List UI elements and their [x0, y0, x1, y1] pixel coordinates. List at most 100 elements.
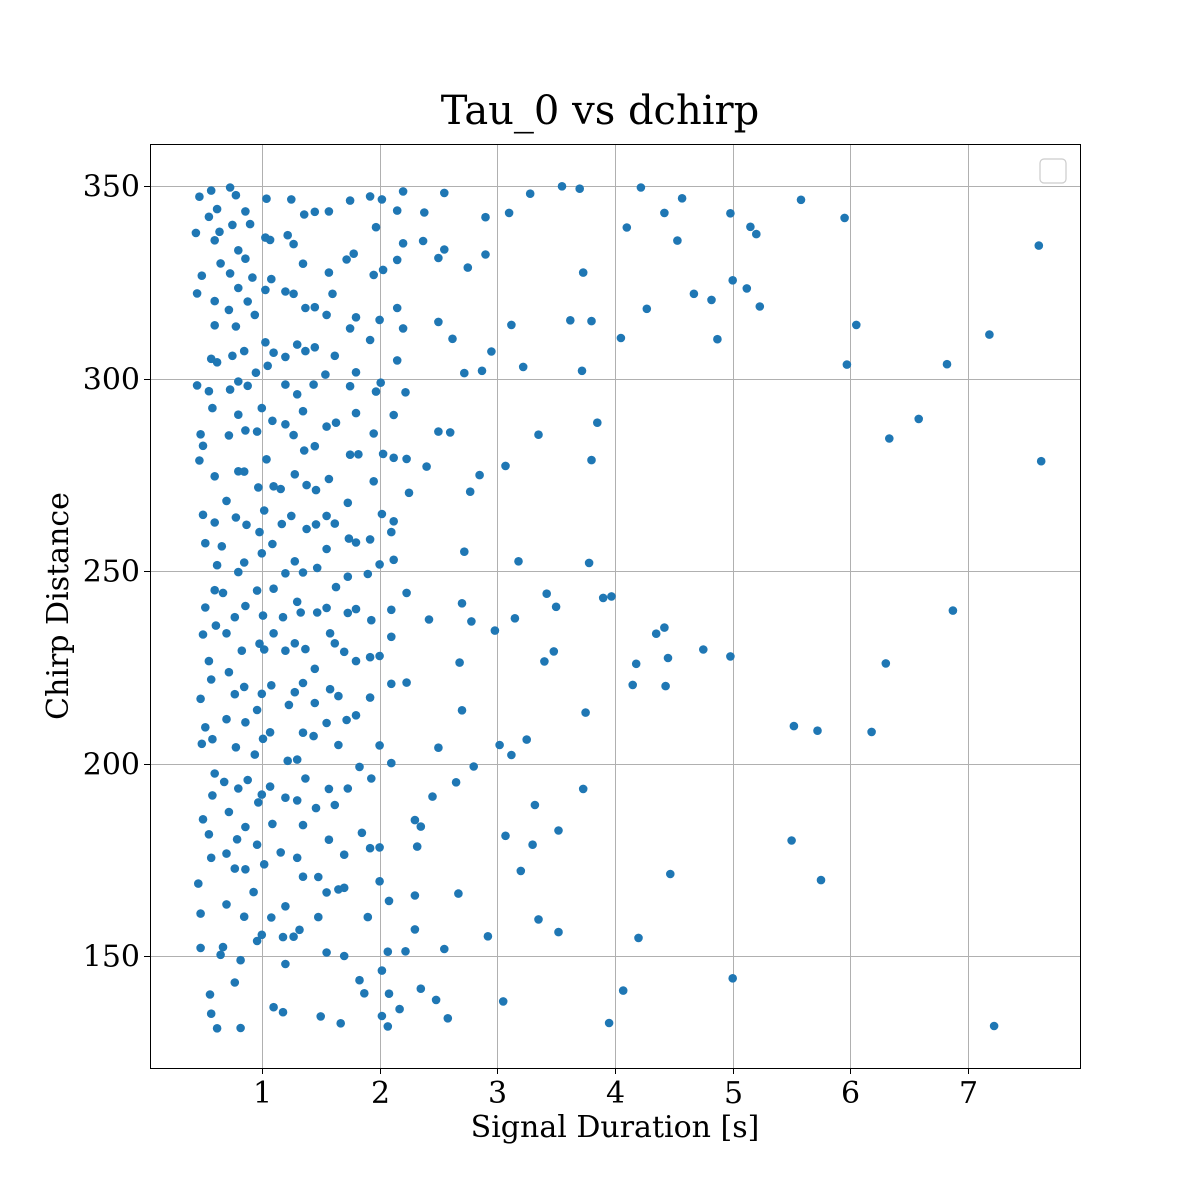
data-point — [369, 270, 379, 280]
data-point — [210, 236, 219, 245]
data-point — [345, 196, 355, 205]
data-point — [259, 645, 269, 654]
data-point — [813, 726, 822, 735]
y-tick-label: 250 — [83, 555, 140, 590]
data-point — [222, 714, 231, 724]
data-point — [343, 572, 353, 581]
data-point — [342, 255, 351, 264]
data-point — [197, 739, 207, 749]
data-point — [914, 414, 923, 424]
data-point — [354, 450, 363, 459]
data-point — [360, 989, 369, 998]
data-point — [281, 902, 290, 911]
data-point — [389, 517, 399, 526]
data-point — [434, 427, 443, 436]
data-point — [253, 483, 263, 492]
data-point — [248, 273, 257, 282]
data-point — [398, 239, 408, 248]
data-point — [554, 927, 563, 937]
data-point — [236, 955, 245, 965]
data-point — [231, 190, 241, 200]
data-point — [197, 271, 207, 281]
data-point — [208, 791, 217, 800]
data-point — [310, 302, 320, 312]
data-point — [673, 236, 682, 245]
data-point — [278, 932, 288, 942]
data-point — [428, 792, 437, 801]
data-point — [310, 698, 320, 708]
data-point — [351, 711, 361, 720]
grid — [150, 144, 1080, 1068]
data-point — [322, 718, 331, 728]
data-point — [322, 888, 331, 897]
data-point — [551, 602, 561, 612]
data-point — [208, 403, 217, 413]
data-point — [316, 1012, 326, 1021]
data-point — [377, 1011, 387, 1021]
chart-title: Tau_0 vs dchirp — [441, 88, 759, 134]
data-point — [284, 700, 294, 710]
data-point — [206, 1009, 216, 1018]
data-point — [309, 380, 318, 389]
data-point — [269, 629, 278, 638]
data-point — [746, 222, 755, 232]
data-point — [328, 289, 337, 299]
data-point — [259, 506, 269, 515]
data-point — [232, 835, 242, 844]
data-point — [252, 705, 262, 715]
data-point — [542, 589, 551, 598]
data-point — [198, 630, 208, 639]
data-point — [311, 485, 321, 495]
data-point — [195, 456, 204, 465]
data-point — [575, 184, 584, 193]
data-point — [241, 254, 250, 263]
data-point — [322, 948, 331, 957]
data-point — [301, 644, 310, 654]
data-point — [587, 316, 596, 326]
data-point — [504, 208, 514, 218]
data-point — [412, 842, 422, 851]
data-point — [292, 853, 302, 863]
y-tick-label: 350 — [83, 170, 140, 205]
data-point — [201, 723, 210, 732]
data-point — [410, 925, 420, 934]
data-point — [243, 297, 252, 306]
data-point — [634, 933, 643, 943]
y-axis-label: Chirp Distance — [41, 492, 76, 720]
data-point — [257, 689, 267, 699]
data-point — [375, 741, 384, 750]
data-point — [257, 403, 267, 413]
data-point — [842, 360, 852, 369]
data-point — [404, 488, 414, 498]
data-point — [501, 831, 510, 841]
data-point — [302, 524, 311, 534]
data-point — [234, 567, 243, 577]
data-point — [713, 334, 722, 344]
data-point — [371, 387, 381, 396]
data-point — [281, 646, 290, 655]
data-point — [384, 989, 394, 998]
data-point — [440, 188, 449, 198]
data-point — [755, 302, 765, 311]
data-point — [549, 647, 559, 656]
data-point — [726, 652, 735, 661]
data-point — [196, 694, 205, 704]
data-point — [234, 246, 243, 255]
data-point — [210, 296, 219, 306]
data-point — [392, 356, 402, 365]
data-point — [250, 750, 260, 759]
data-point — [265, 782, 275, 791]
data-point — [231, 743, 241, 752]
data-point — [383, 947, 393, 956]
data-point — [481, 250, 490, 259]
data-point — [660, 623, 669, 632]
data-point — [948, 606, 958, 615]
data-point — [726, 209, 735, 218]
data-point — [330, 639, 340, 648]
data-point — [384, 896, 394, 906]
data-point — [402, 588, 411, 598]
data-point — [302, 480, 311, 490]
data-point — [375, 651, 384, 661]
data-point — [867, 727, 876, 737]
